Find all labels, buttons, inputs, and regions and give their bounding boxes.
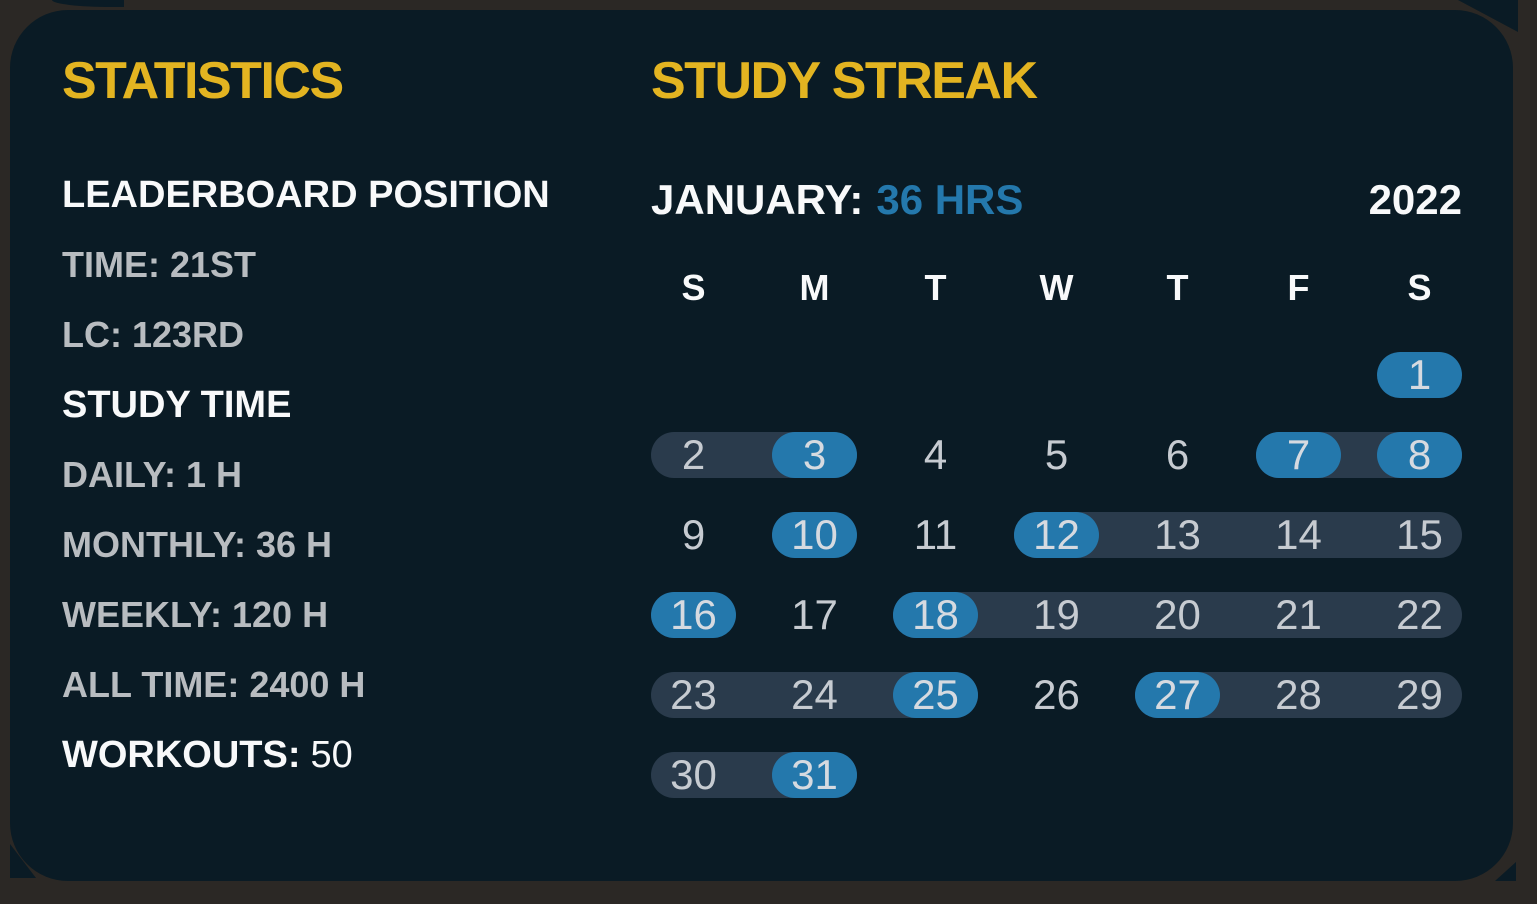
calendar-day-7: 7 <box>1256 431 1341 478</box>
stat-label: MONTHLY: <box>62 524 246 565</box>
calendar-weeks: 1 2 3 4 5 6 7 8 9 10 11 12 13 14 15 16 17 18 19 20 21 22 23 24 2… <box>651 335 1462 815</box>
stat-row-workouts: WORKOUTS: 50 <box>62 720 550 790</box>
month-hours-value: 36 HRS <box>876 176 1024 223</box>
calendar-day-8: 8 <box>1377 431 1462 478</box>
statistics-rows: LEADERBOARD POSITION TIME: 21ST LC: 123RD STU… <box>62 160 550 790</box>
calendar-day-5: 5 <box>1044 431 1069 478</box>
calendar-day-31: 31 <box>772 751 857 798</box>
calendar-day-2: 2 <box>681 431 706 478</box>
calendar-day-18: 18 <box>893 591 978 638</box>
calendar-week-6: 30 31 <box>651 735 1462 815</box>
stats-card: STATISTICS LEADERBOARD POSITION TIME: 21ST… <box>10 10 1513 881</box>
stat-label: WEEKLY: <box>62 594 223 635</box>
calendar-day-12: 12 <box>1014 511 1099 558</box>
day-header-1: M <box>799 267 830 308</box>
calendar-day-9: 9 <box>681 511 706 558</box>
calendar-day-16: 16 <box>651 591 736 638</box>
stat-value: 36 H <box>256 524 333 565</box>
year-label: 2022 <box>1368 176 1462 223</box>
month-label: JANUARY: <box>651 176 864 223</box>
stat-label: DAILY: <box>62 454 177 495</box>
calendar-day-10: 10 <box>772 511 857 558</box>
stat-label: ALL TIME: <box>62 664 240 705</box>
day-header-6: S <box>1407 267 1432 308</box>
stat-value: 50 <box>310 733 353 776</box>
calendar-day-30: 30 <box>670 751 717 798</box>
stat-row-monthly: MONTHLY: 36 H <box>62 510 550 580</box>
calendar-day-20: 20 <box>1154 591 1201 638</box>
stat-row-daily: DAILY: 1 H <box>62 440 550 510</box>
calendar-day-3: 3 <box>772 431 857 478</box>
calendar-day-4: 4 <box>923 431 948 478</box>
statistics-title: STATISTICS <box>62 52 344 110</box>
stat-row-time: TIME: 21ST <box>62 230 550 300</box>
stat-value: 21ST <box>169 244 257 285</box>
stat-label: TIME: <box>62 244 160 285</box>
day-header-0: S <box>681 267 706 308</box>
study-streak-title: STUDY STREAK <box>651 52 1038 110</box>
stat-value: 120 H <box>232 594 329 635</box>
calendar-day-17: 17 <box>791 591 838 638</box>
month-summary-row: JANUARY: 36 HRS 2022 <box>651 174 1462 226</box>
calendar-day-23: 23 <box>670 671 717 718</box>
calendar-day-19: 19 <box>1033 591 1080 638</box>
calendar-week-5: 23 24 25 26 27 28 29 <box>651 655 1462 735</box>
stat-value: 123RD <box>131 314 245 355</box>
corner-artifact-top-left <box>52 0 124 7</box>
stat-row-study-time: STUDY TIME <box>62 383 292 426</box>
calendar-week-4: 16 17 18 19 20 21 22 <box>651 575 1462 655</box>
stat-row-lc: LC: 123RD <box>62 300 550 370</box>
stat-label: LC: <box>62 314 122 355</box>
day-header-4: T <box>1166 267 1189 308</box>
corner-artifact-bottom-right <box>1495 862 1516 881</box>
stat-row-all-time: ALL TIME: 2400 H <box>62 650 550 720</box>
day-header-2: T <box>924 267 947 308</box>
stat-value: 2400 H <box>249 664 366 705</box>
calendar-day-25: 25 <box>893 671 978 718</box>
calendar-day-14: 14 <box>1275 511 1322 558</box>
calendar-day-15: 15 <box>1396 511 1443 558</box>
calendar-day-29: 29 <box>1396 671 1443 718</box>
stat-label: WORKOUTS: <box>62 733 301 776</box>
stat-value: 1 H <box>186 454 243 495</box>
calendar-day-13: 13 <box>1154 511 1201 558</box>
streak-range <box>893 592 1462 638</box>
calendar-week-1: 1 <box>651 335 1462 415</box>
calendar-day-6: 6 <box>1165 431 1190 478</box>
calendar-day-28: 28 <box>1275 671 1322 718</box>
calendar-day-24: 24 <box>791 671 838 718</box>
calendar-week-3: 9 10 11 12 13 14 15 <box>651 495 1462 575</box>
calendar-day-27: 27 <box>1135 671 1220 718</box>
calendar-day-22: 22 <box>1396 591 1443 638</box>
calendar-day-11: 11 <box>913 511 958 558</box>
stat-row-leaderboard-position: LEADERBOARD POSITION <box>62 173 550 216</box>
day-header-5: F <box>1287 267 1310 308</box>
day-header-3: W <box>1039 267 1074 308</box>
calendar-day-21: 21 <box>1275 591 1322 638</box>
stat-row-weekly: WEEKLY: 120 H <box>62 580 550 650</box>
calendar-day-1: 1 <box>1377 351 1462 398</box>
calendar-day-26: 26 <box>1033 671 1080 718</box>
